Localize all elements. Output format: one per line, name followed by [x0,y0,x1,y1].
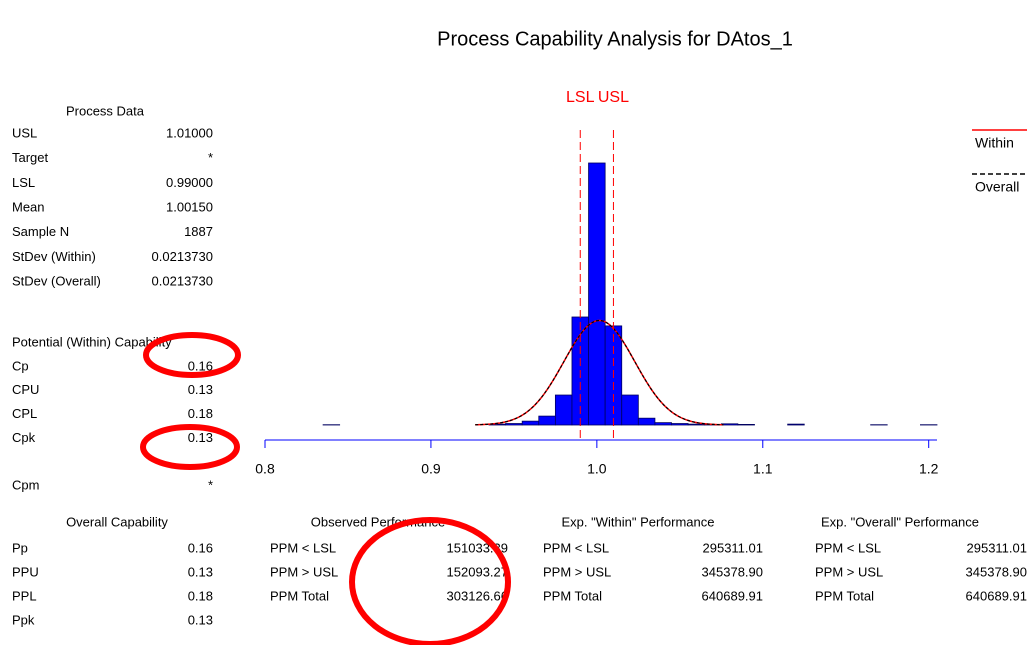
row-value: * [208,478,213,493]
histogram-bar [737,424,755,426]
row-label: Cpk [12,430,36,445]
table-heading: Overall Capability [66,514,168,529]
row-value: 1.00150 [166,200,213,215]
histogram-bar [637,417,656,426]
spec-label: USL [598,89,629,106]
table-heading: Potential (Within) Capability [12,334,172,349]
row-label: USL [12,125,37,140]
row-value: 345378.90 [702,564,763,579]
normal-curve [475,319,724,426]
histogram-bar [554,394,573,426]
highlight-ellipse [349,517,511,645]
row-label: Mean [12,200,45,215]
row-value: 0.0213730 [152,274,213,289]
table-heading: Exp. "Overall" Performance [821,514,979,529]
row-value: * [208,150,213,165]
legend-label: Within [975,135,1014,151]
row-value: 295311.01 [967,540,1028,555]
annotations [140,332,511,645]
row-value: 0.13 [188,564,213,579]
row-value: 0.16 [188,540,213,555]
row-label: CPL [12,406,37,421]
row-label: CPU [12,382,39,397]
row-value: 1887 [184,224,213,239]
histogram-bar [787,423,805,426]
x-tick-label: 0.9 [421,461,441,477]
histogram-bar [720,423,739,426]
row-value: 0.0213730 [152,249,213,264]
histogram-bar [654,422,672,426]
row-label: PPM < LSL [815,540,881,555]
row-label: PPM Total [543,588,602,603]
histogram-bar [621,394,639,426]
row-label: PPU [12,564,39,579]
row-label: PPM < LSL [270,540,336,555]
row-value: 1.01000 [166,125,213,140]
row-label: PPM > USL [815,564,883,579]
x-tick-label: 1.1 [753,461,773,477]
row-label: PPM Total [270,588,329,603]
row-value: 152093.27 [447,564,508,579]
row-label: StDev (Overall) [12,274,101,289]
row-label: Sample N [12,224,69,239]
row-label: PPM > USL [270,564,338,579]
x-tick-label: 0.8 [255,461,275,477]
highlight-ellipse [140,424,240,470]
row-value: 0.18 [188,588,213,603]
row-label: Cpm [12,478,39,493]
x-tick-label: 1.2 [919,461,939,477]
histogram-bar [538,415,556,426]
table-heading: Observed Performance [311,514,445,529]
histogram-bar [671,423,689,426]
row-value: 640689.91 [966,588,1027,603]
row-value: 640689.91 [702,588,763,603]
row-label: PPL [12,588,37,603]
spec-label: LSL [566,89,595,106]
row-value: 0.13 [188,382,213,397]
row-value: 0.18 [188,406,213,421]
row-value: 295311.01 [703,540,764,555]
row-label: LSL [12,175,35,190]
x-tick-label: 1.0 [587,461,607,477]
report-title: Process Capability Analysis for DAtos_1 [437,28,793,50]
table-heading: Exp. "Within" Performance [561,514,714,529]
histogram-bar [687,423,706,426]
row-label: PPM Total [815,588,874,603]
row-value: 0.99000 [166,175,213,190]
row-label: Target [12,150,49,165]
row-label: StDev (Within) [12,249,96,264]
histogram-bar [521,420,540,426]
row-label: Pp [12,540,28,555]
row-value: 0.16 [188,358,213,373]
row-label: PPM < LSL [543,540,609,555]
row-value: 303126.66 [447,588,508,603]
row-value: 0.13 [188,612,213,627]
row-label: Cp [12,358,29,373]
row-label: PPM > USL [543,564,611,579]
histogram-bar [588,162,606,426]
legend-label: Overall [975,179,1019,195]
highlight-ellipse [143,332,241,378]
row-label: Ppk [12,612,35,627]
histogram-bar [505,423,523,426]
table-heading: Process Data [66,103,145,118]
row-value: 345378.90 [966,564,1027,579]
row-value: 0.13 [188,430,213,445]
